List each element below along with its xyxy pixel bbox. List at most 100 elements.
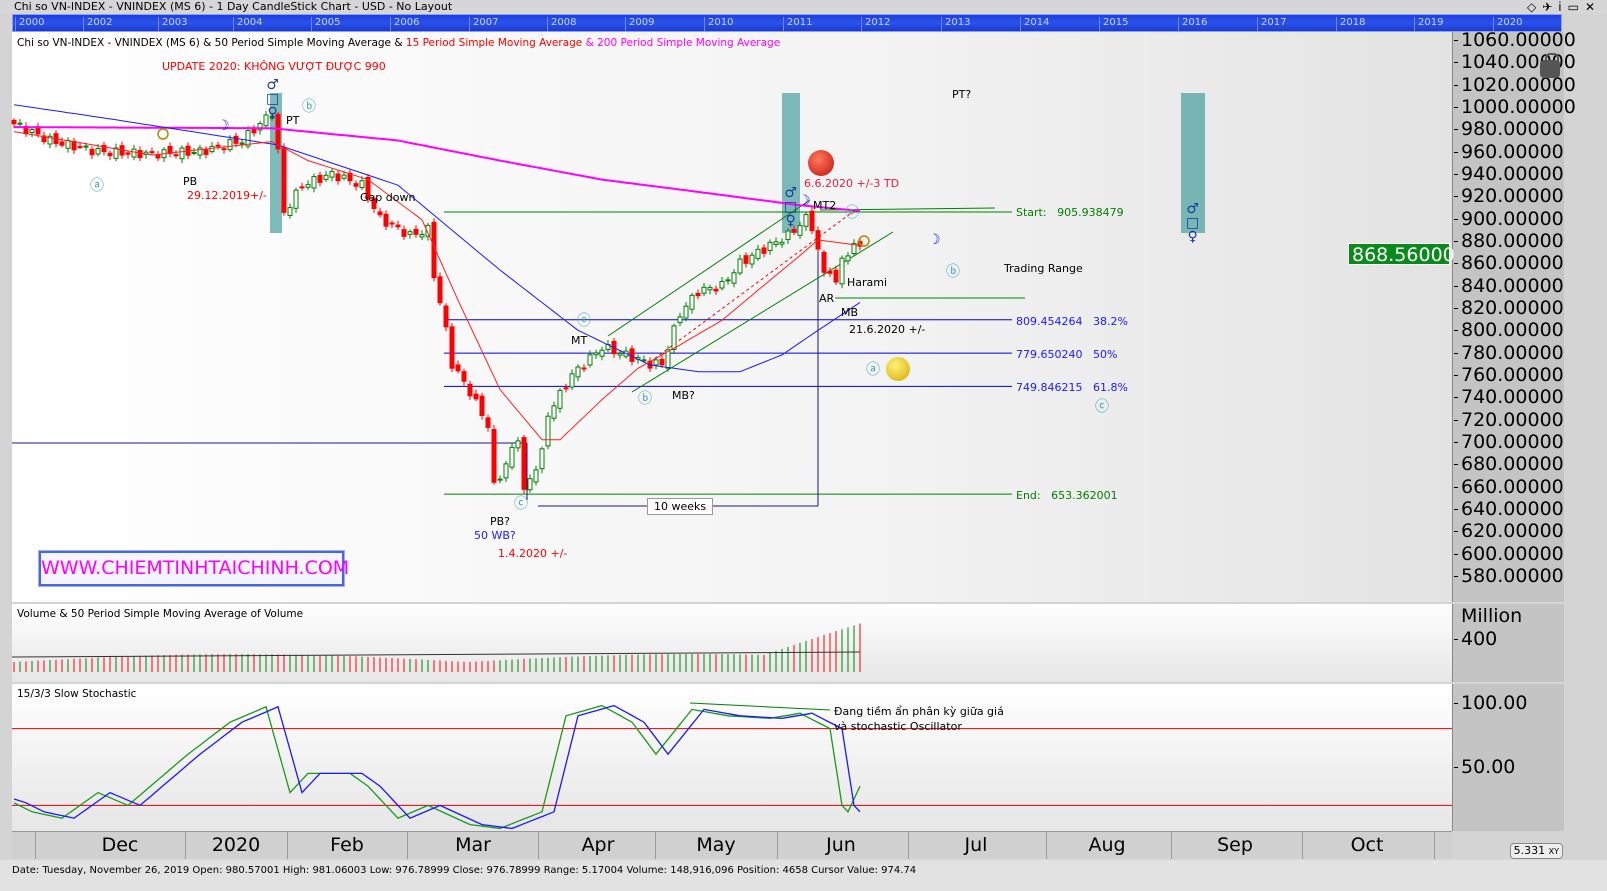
legend-sma200: & 200 Period Simple Moving Average (582, 37, 781, 49)
candle-body (641, 359, 647, 362)
candle-body (671, 325, 677, 350)
candle-body (65, 139, 71, 149)
channel-mid-line (649, 207, 859, 363)
candle-body (791, 228, 797, 233)
candle-body (851, 243, 857, 255)
price-tick: 920.00000 (1454, 185, 1564, 208)
month-separator (407, 832, 408, 859)
window-title: Chi so VN-INDEX - VNINDEX (MS 6) - 1 Day… (0, 0, 1607, 14)
candle-body (527, 478, 533, 491)
candle-body (809, 210, 815, 232)
chart-legend: Chi so VN-INDEX - VNINDEX (MS 6) & 50 Pe… (17, 37, 780, 49)
candle-body (449, 326, 455, 369)
lock-icon[interactable] (1540, 53, 1560, 78)
candle-body (455, 364, 461, 372)
price-tick: 600.00000 (1454, 542, 1564, 565)
candle-body (95, 148, 101, 155)
candle-body (251, 128, 257, 134)
price-tick: 960.00000 (1454, 140, 1564, 163)
candle-body (797, 225, 803, 236)
volume-sma-line (11, 651, 861, 658)
overview-year-2013: 2013 (941, 17, 970, 31)
candle-body (821, 251, 827, 273)
candle-body (257, 123, 263, 131)
candle-body (89, 148, 95, 156)
candle-body (551, 405, 557, 419)
month-label-Sep: Sep (1217, 834, 1253, 856)
candle-body (467, 383, 473, 397)
info-icon[interactable]: i (1558, 0, 1568, 14)
fib-382-label: 809.454264 38.2% (1016, 315, 1128, 328)
fib-end-label: End: 653.362001 (1016, 489, 1118, 502)
price-tick: 1000.00000 (1454, 95, 1576, 118)
website-banner[interactable]: WWW.CHIEMTINHTAICHINH.COM (39, 551, 349, 586)
sma15-line (13, 131, 861, 441)
overview-year-2016: 2016 (1178, 17, 1207, 31)
candle-body (713, 288, 719, 292)
close-icon[interactable]: ✕ (1584, 0, 1601, 14)
overview-year-2008: 2008 (547, 17, 576, 31)
price-axis[interactable]: 1060.00000 1040.00000 1020.00000 1000.00000… (1452, 30, 1576, 602)
volume-panel[interactable] (12, 604, 1452, 682)
overview-year-2018: 2018 (1336, 17, 1365, 31)
month-label-Jul: Jul (964, 834, 988, 856)
stochastic-panel[interactable] (12, 684, 1452, 831)
candle-body (563, 387, 569, 390)
month-separator (777, 832, 778, 859)
candle-body (305, 184, 311, 188)
smiley-face-icon (886, 357, 910, 381)
candle-body (197, 147, 203, 156)
date-axis[interactable]: Dec 2020 Feb Mar Apr May Jun Jul Aug Sep Oct (12, 831, 1452, 859)
astro-marker-3: ♂ □ ♀ (1186, 202, 1199, 244)
astro-marker-2: ♂ □ ♀ (784, 186, 797, 228)
current-price-badge: 868.56000 (1348, 243, 1455, 266)
candle-body (179, 147, 185, 160)
overview-year-2020: 2020 (1493, 17, 1522, 31)
diamond-icon[interactable]: ◇ (1526, 0, 1543, 14)
candle-body (683, 305, 689, 319)
candle-body (689, 294, 695, 310)
month-label-May: May (696, 834, 736, 856)
wave-c-marker: ⓒ (514, 496, 528, 512)
fib-end-text: End: (1016, 489, 1041, 502)
mars-icon: ♂ (266, 77, 279, 93)
date-note-2: 6.6.2020 +/-3 TD (804, 177, 900, 190)
wave-b-marker: ⓑ (638, 391, 652, 407)
candle-body (329, 170, 335, 178)
candle-body (101, 144, 107, 153)
fib-start-label: Start: 905.938479 (1016, 206, 1124, 219)
label-mb-q: MB? (672, 389, 695, 402)
month-separator (908, 832, 909, 859)
price-tick: 780.00000 (1454, 341, 1564, 364)
candle-body (725, 279, 731, 282)
month-label-Feb: Feb (330, 834, 364, 856)
date-note-3: 21.6.2020 +/- (849, 323, 926, 336)
pin-icon[interactable]: ✈ (1542, 0, 1559, 14)
candle-body (617, 352, 623, 356)
price-tick: 860.00000 (1454, 252, 1564, 275)
label-pt: PT (286, 114, 300, 127)
restore-icon[interactable]: ▭ (1567, 0, 1585, 14)
candle-body (191, 151, 197, 154)
price-chart-panel[interactable] (12, 32, 1452, 602)
candle-body (701, 286, 707, 294)
candle-body (221, 148, 227, 151)
candle-body (575, 366, 581, 378)
candle-body (677, 316, 683, 324)
candle-body (749, 254, 755, 265)
candle-body (17, 122, 23, 125)
divergence-note-2: và stochastic Oscillator (834, 720, 962, 733)
moon-icon: ☽ (798, 193, 811, 209)
divergence-note-1: Đang tiềm ẩn phân kỳ giữa giá (834, 705, 1004, 718)
square-aspect-icon: □ (1186, 215, 1200, 231)
scale-indicator[interactable]: 5.331 XY (1509, 843, 1563, 859)
candle-body (281, 146, 287, 213)
overview-year-2003: 2003 (158, 17, 187, 31)
price-tick: 940.00000 (1454, 162, 1564, 185)
month-separator (538, 832, 539, 859)
candle-body (29, 129, 35, 134)
fib-382-pct: 38.2% (1092, 315, 1128, 328)
overview-year-2005: 2005 (311, 17, 340, 31)
overview-timeline[interactable]: 2000 2002 2003 2004 2005 2006 2007 2008 2009 2010… (12, 14, 1562, 32)
price-tick: 1020.00000 (1454, 73, 1576, 96)
